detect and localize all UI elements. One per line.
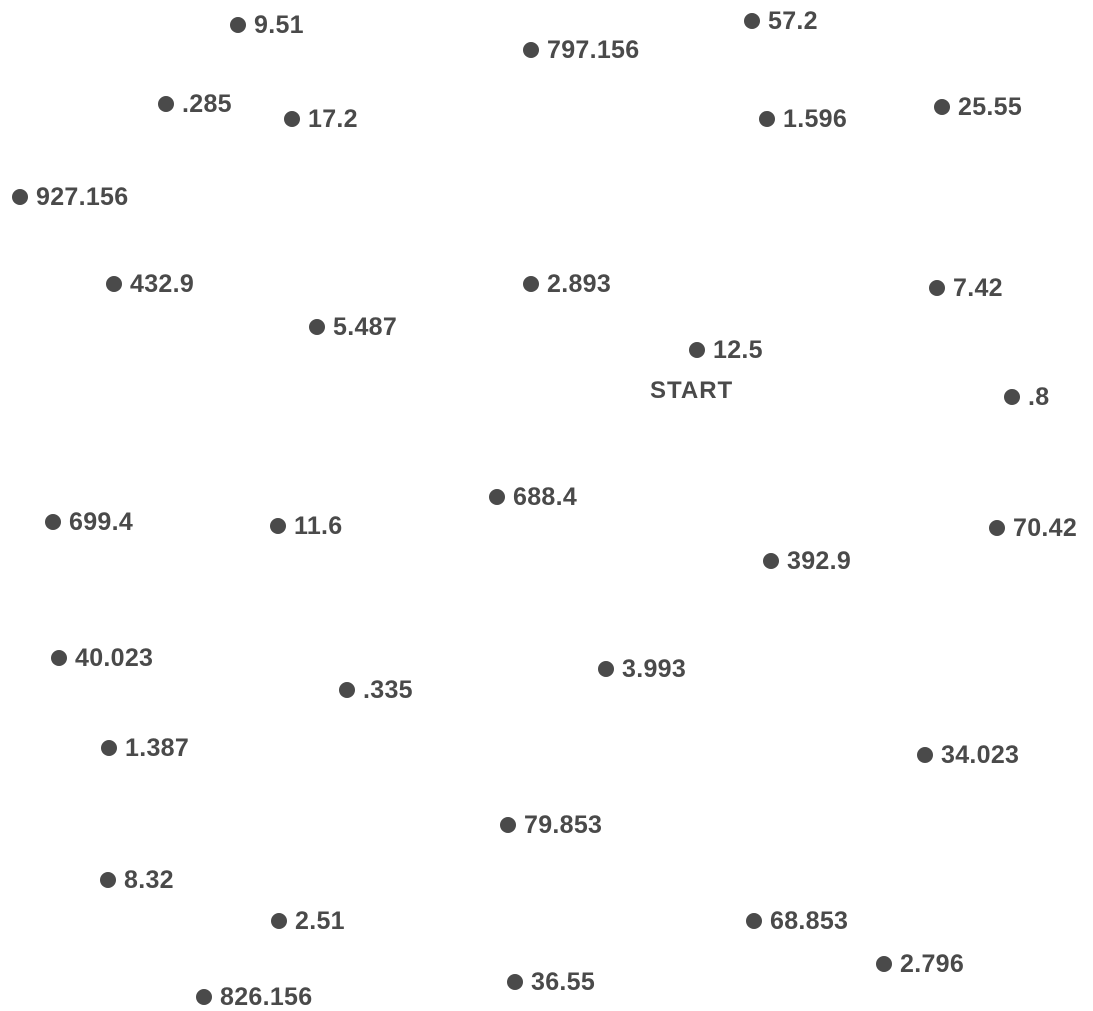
dot-number-label: 11.6 [294, 511, 343, 540]
dot-marker [523, 276, 539, 292]
dot-point: 2.893 [523, 271, 611, 297]
dot-point: 1.387 [101, 735, 189, 761]
dot-number-label: 797.156 [547, 35, 640, 64]
dot-point: 70.42 [989, 515, 1077, 541]
dot-marker [689, 342, 705, 358]
dot-number-label: 17.2 [308, 104, 358, 133]
dot-marker [271, 913, 287, 929]
dot-number-label: 12.5 [713, 335, 763, 364]
dot-point: 11.6 [270, 513, 342, 539]
dot-marker [309, 319, 325, 335]
dot-number-label: 826.156 [220, 982, 313, 1011]
dot-number-label: 8.32 [124, 865, 174, 894]
dot-marker [230, 17, 246, 33]
dot-marker [101, 740, 117, 756]
dot-marker [744, 13, 760, 29]
dot-point: .8 [1004, 384, 1049, 410]
dot-marker [45, 514, 61, 530]
dot-number-label: 5.487 [333, 312, 398, 341]
dot-marker [876, 956, 892, 972]
dot-number-label: 1.596 [783, 104, 848, 133]
dot-point: 797.156 [523, 37, 639, 63]
dot-number-label: 927.156 [36, 182, 129, 211]
dot-marker [270, 518, 286, 534]
dot-number-label: 392.9 [787, 546, 852, 575]
dot-marker [917, 747, 933, 763]
dot-number-label: 3.993 [622, 654, 687, 683]
dot-number-label: 79.853 [524, 810, 603, 839]
dot-marker [51, 650, 67, 666]
start-label: START [650, 377, 734, 404]
dot-point: 34.023 [917, 742, 1019, 768]
dot-number-label: 7.42 [953, 273, 1003, 302]
dot-point: 12.5 [689, 337, 763, 363]
dot-marker [934, 99, 950, 115]
dot-marker [763, 553, 779, 569]
dot-marker [100, 872, 116, 888]
dot-point: 40.023 [51, 645, 153, 671]
dot-point: 699.4 [45, 509, 133, 535]
dot-point: 927.156 [12, 184, 128, 210]
dot-point: 68.853 [746, 908, 848, 934]
dot-marker [158, 96, 174, 112]
dot-number-label: 2.893 [547, 269, 612, 298]
dot-number-label: 432.9 [130, 269, 195, 298]
dot-marker [759, 111, 775, 127]
dot-point: 8.32 [100, 867, 174, 893]
dot-number-label: 699.4 [69, 507, 134, 536]
dot-point: 826.156 [196, 984, 312, 1010]
dot-marker [12, 189, 28, 205]
dot-point: 1.596 [759, 106, 847, 132]
dot-number-label: 34.023 [941, 740, 1020, 769]
dot-number-label: 9.51 [254, 10, 304, 39]
dot-point: 392.9 [763, 548, 851, 574]
dot-number-label: 68.853 [770, 906, 849, 935]
dot-point: 7.42 [929, 275, 1003, 301]
dot-number-label: 688.4 [513, 482, 578, 511]
dot-point: 17.2 [284, 106, 358, 132]
dot-number-label: 1.387 [125, 733, 190, 762]
dot-point: 432.9 [106, 271, 194, 297]
dot-point: 25.55 [934, 94, 1022, 120]
dot-marker [989, 520, 1005, 536]
dot-point: 688.4 [489, 484, 577, 510]
dot-number-label: 40.023 [75, 643, 154, 672]
dot-point: 2.51 [271, 908, 345, 934]
dot-point: 3.993 [598, 656, 686, 682]
dot-point: 79.853 [500, 812, 602, 838]
dot-number-label: .285 [182, 89, 232, 118]
dot-number-label: 25.55 [958, 92, 1023, 121]
dot-marker [284, 111, 300, 127]
dot-number-label: 36.55 [531, 967, 596, 996]
dot-number-label: 2.796 [900, 949, 965, 978]
dot-marker [339, 682, 355, 698]
dot-number-label: .335 [363, 675, 413, 704]
dot-point: 2.796 [876, 951, 964, 977]
dot-number-label: 57.2 [768, 6, 818, 35]
dot-point: 36.55 [507, 969, 595, 995]
dot-marker [523, 42, 539, 58]
dot-marker [196, 989, 212, 1005]
dot-marker [106, 276, 122, 292]
dot-point: .335 [339, 677, 413, 703]
dot-number-label: 70.42 [1013, 513, 1078, 542]
dot-point: 57.2 [744, 8, 818, 34]
dot-marker [598, 661, 614, 677]
dot-marker [489, 489, 505, 505]
dot-marker [929, 280, 945, 296]
dot-point: 5.487 [309, 314, 397, 340]
dot-number-label: .8 [1028, 382, 1050, 411]
dot-marker [507, 974, 523, 990]
dot-point: .285 [158, 91, 232, 117]
dot-marker [500, 817, 516, 833]
dot-point: 9.51 [230, 12, 304, 38]
dot-marker [1004, 389, 1020, 405]
dot-marker [746, 913, 762, 929]
dot-number-label: 2.51 [295, 906, 345, 935]
